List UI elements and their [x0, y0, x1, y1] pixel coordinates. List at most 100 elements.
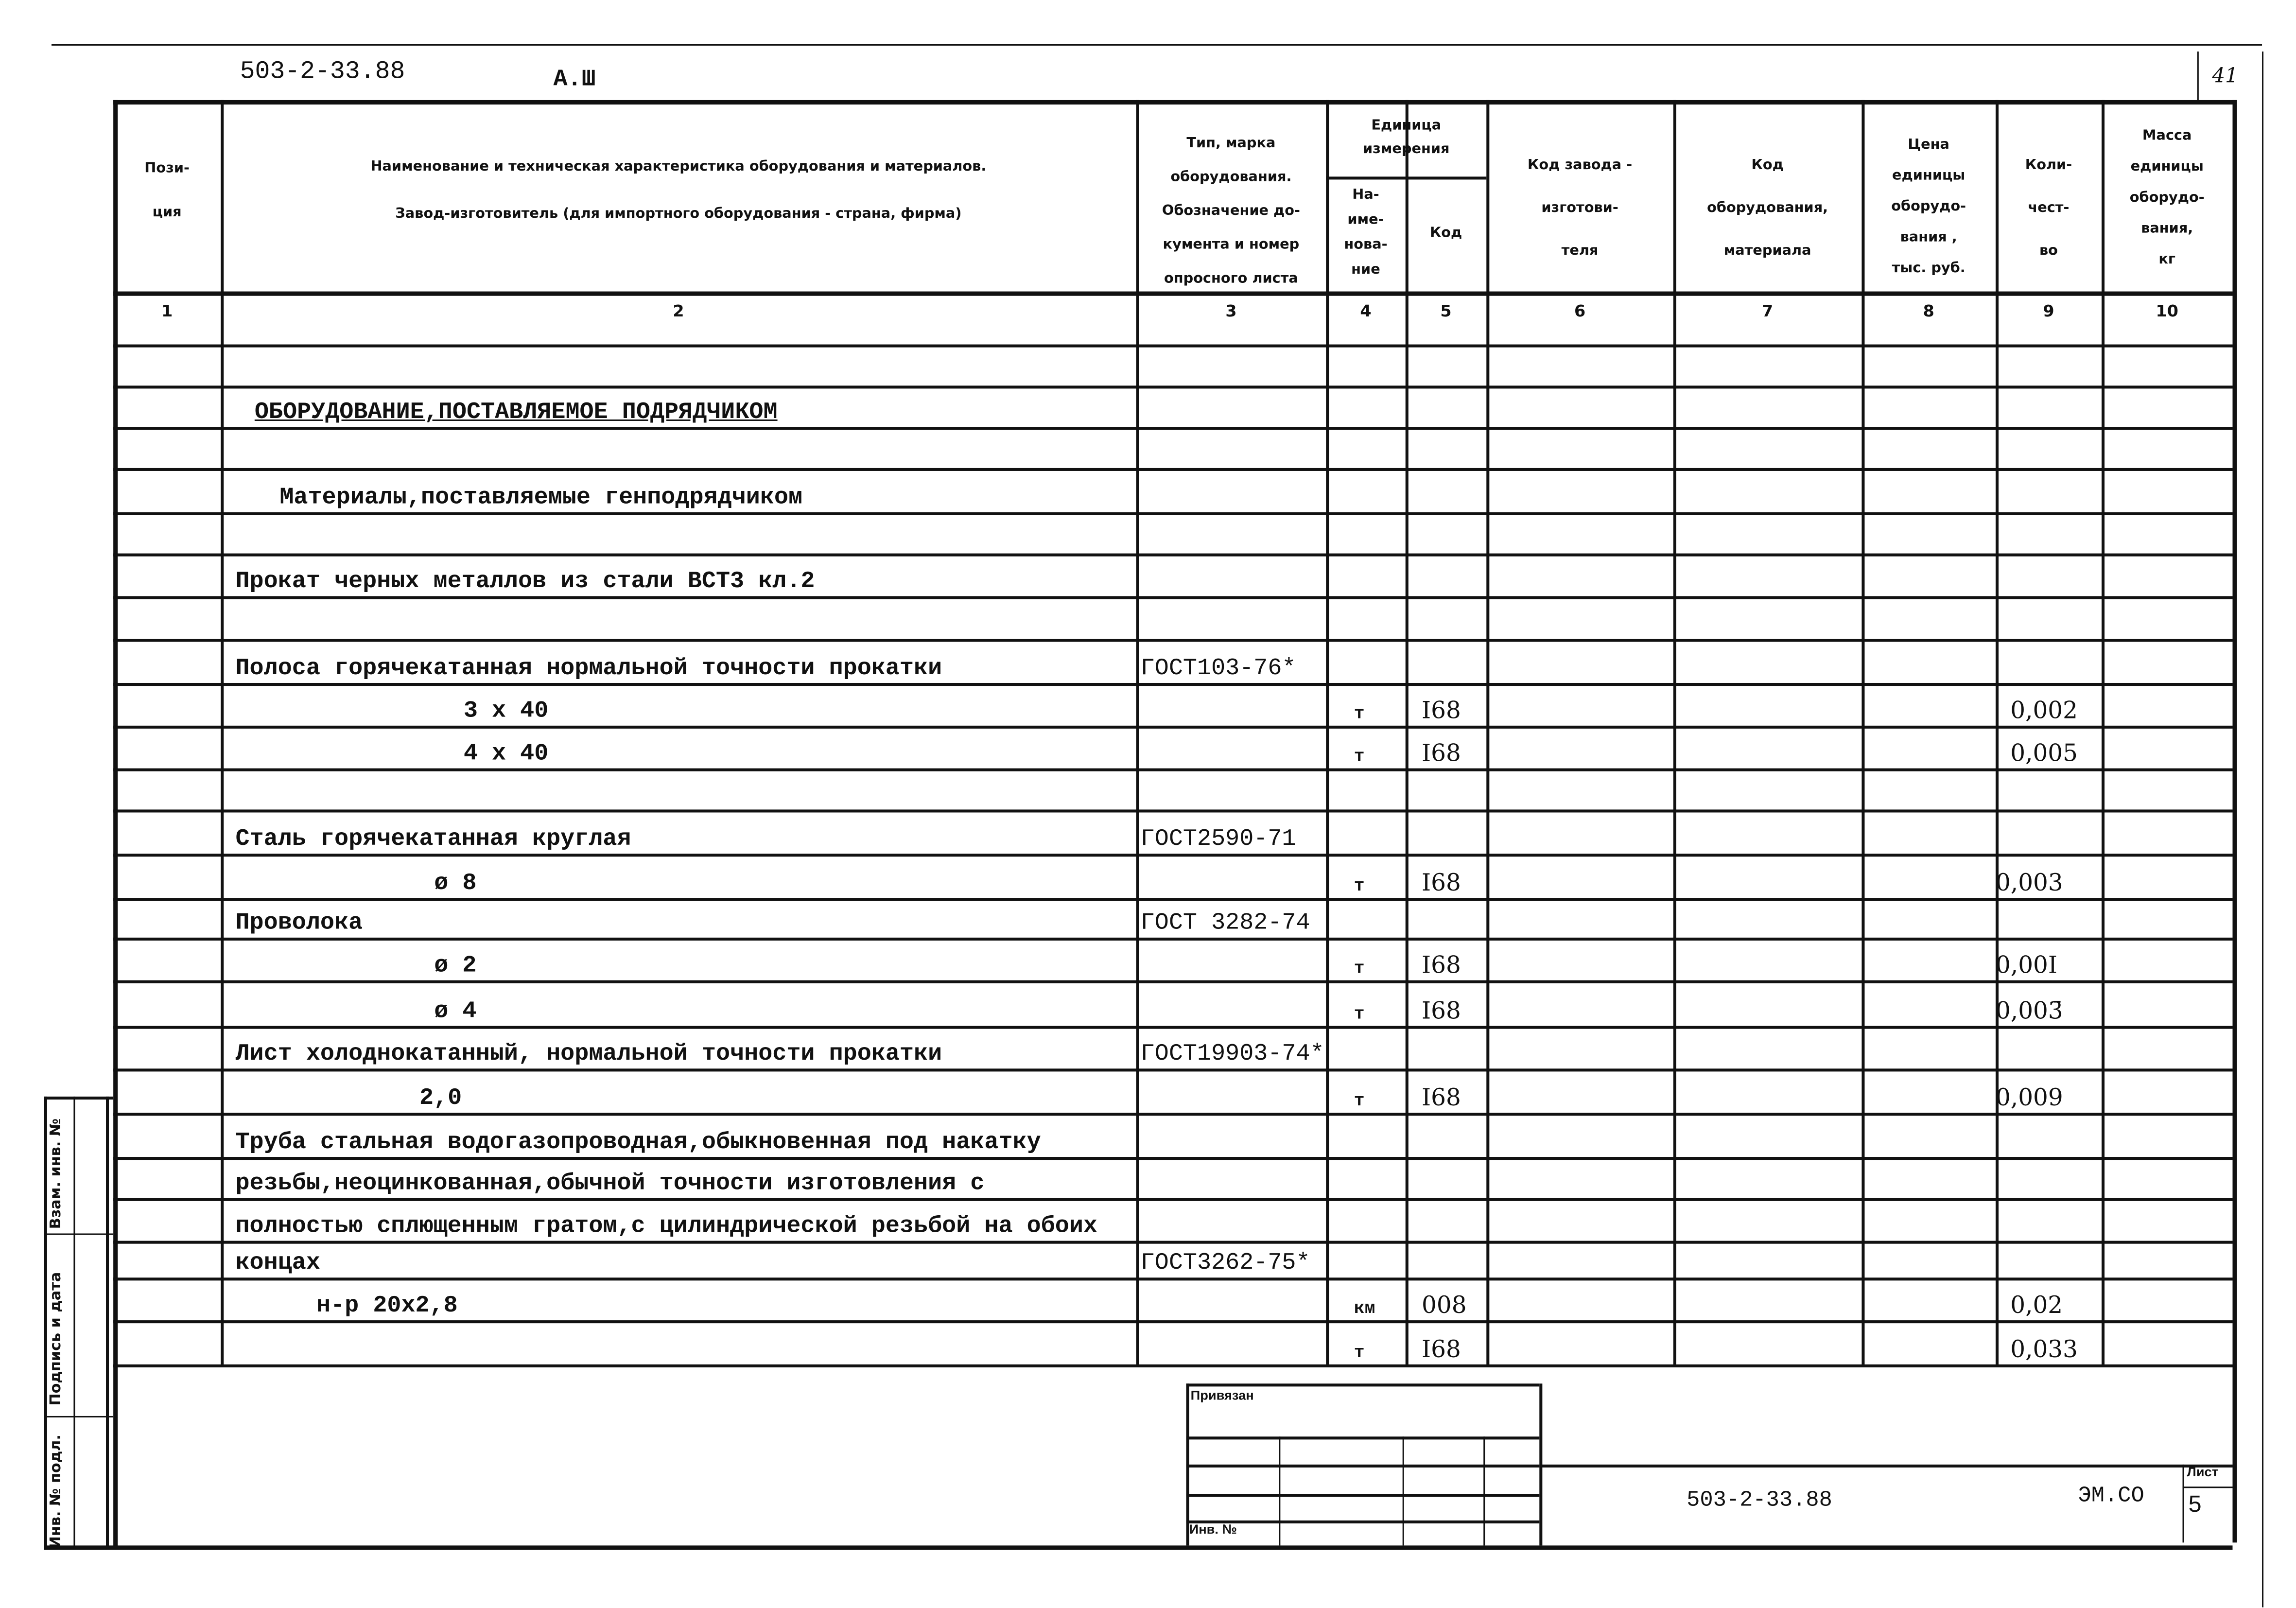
- quantity: 0,003̄: [1995, 996, 2063, 1025]
- header-line: материала: [1723, 243, 1811, 259]
- header-line: во: [2039, 243, 2058, 259]
- header-line: опросного листа: [1164, 271, 1298, 287]
- header-line: ция: [152, 204, 182, 221]
- header-line: Пози-: [144, 160, 190, 177]
- unit-name: т: [1354, 875, 1365, 897]
- unit-code: I68: [1422, 1083, 1461, 1112]
- grid-line: [44, 1096, 114, 1100]
- column-number: 6: [1574, 301, 1586, 321]
- grid-line: [113, 809, 2233, 813]
- table-row: концах ГОСТ3262-75*: [113, 1241, 2232, 1278]
- item-name: ø 2: [434, 952, 477, 979]
- grid-line: [73, 1096, 75, 1550]
- table-row: [113, 596, 2232, 639]
- item-name: Сталь горячекатанная круглая: [235, 825, 631, 853]
- header-line: теля: [1561, 243, 1599, 259]
- header-unit-code: Код: [1406, 218, 1487, 250]
- item-name: 2,0: [419, 1084, 462, 1112]
- column-number: 4: [1360, 301, 1372, 321]
- header-line: Коли-: [2025, 157, 2072, 174]
- grid-line: [1539, 1464, 2233, 1468]
- grid-line: [113, 937, 2233, 941]
- quantity: 0,00I: [1995, 951, 2058, 979]
- table-row: [113, 427, 2232, 468]
- grid-line: [1186, 1494, 1540, 1497]
- unit-code: I68: [1422, 951, 1461, 979]
- item-document: ГОСТ103-76*: [1140, 655, 1296, 682]
- grid-line: [1136, 100, 1139, 1364]
- grid-line: [1486, 100, 1490, 1364]
- header-unit-group: Единица измерения: [1326, 115, 1486, 162]
- grid-line: [1326, 100, 1329, 1364]
- header-unit-name: На-име-нова-ние: [1326, 182, 1406, 282]
- column-number: 10: [2156, 301, 2178, 321]
- sheet-number: 5: [2188, 1492, 2202, 1518]
- header-quantity: Коли-чест-во: [1996, 144, 2102, 272]
- header-line: вания ,: [1900, 229, 1957, 246]
- sheet-label: Лист: [2187, 1464, 2219, 1480]
- unit-code: I68: [1422, 996, 1461, 1025]
- header-line: оборудования,: [1707, 200, 1828, 217]
- item-name: 3 x 40: [463, 698, 549, 724]
- unit-name: км: [1354, 1298, 1375, 1319]
- grid-line: [113, 980, 2233, 983]
- unit-code: I68: [1422, 1335, 1461, 1363]
- header-line: оборудо-: [2129, 190, 2205, 206]
- header-line: изготови-: [1541, 200, 1618, 217]
- item-name: 4 x 40: [463, 740, 549, 767]
- table-row: Полоса горячекатанная нормальной точност…: [113, 639, 2232, 683]
- item-name: Труба стальная водогазопроводная,обыкнов…: [235, 1129, 1041, 1155]
- item-name: полностью сплющенным гратом,с цилиндриче…: [235, 1213, 1097, 1240]
- header-price: Цена единицы оборудо-вания , тыс. руб.: [1861, 129, 1996, 284]
- unit-code: 008: [1422, 1291, 1467, 1319]
- grid-line: [2101, 100, 2105, 1364]
- header-line: Единица: [1371, 118, 1442, 134]
- table-row: [113, 345, 2232, 386]
- stamp-doc-code: 503-2-33.88: [1687, 1488, 1832, 1513]
- table-row: 2,0 т I68 0,009: [113, 1068, 2232, 1113]
- item-name: Лист холоднокатанный, нормальной точност…: [235, 1040, 942, 1067]
- unit-name: т: [1354, 703, 1365, 724]
- grid-line: [1483, 1436, 1485, 1546]
- header-line: нова-: [1344, 237, 1388, 253]
- item-name: Проволока: [235, 909, 363, 936]
- grid-line: [113, 100, 118, 1550]
- table-row: Сталь горячекатанная круглая ГОСТ2590-71: [113, 809, 2232, 854]
- column-number: 1: [161, 301, 173, 321]
- grid-line: [113, 512, 2233, 515]
- unit-name: т: [1354, 1090, 1365, 1112]
- header-line: Код завода -: [1527, 157, 1633, 174]
- header-line: кумента и номер: [1163, 237, 1300, 253]
- header-line: вания,: [2141, 221, 2193, 237]
- column-number: 8: [1923, 301, 1934, 321]
- table-row: Прокат черных металлов из стали ВСТ3 кл.…: [113, 554, 2232, 596]
- header-line: оборудования.: [1170, 169, 1292, 186]
- unit-code: I68: [1422, 696, 1461, 724]
- table-row: Материалы,поставляемые генподрядчиком: [113, 468, 2232, 512]
- quantity: 0,033: [2010, 1335, 2078, 1363]
- grid-line: [2232, 100, 2237, 1543]
- margin-inv-orig: Инв. № подл.: [48, 1434, 65, 1549]
- table-row: н-р 20х2,8 км 008 0,02: [113, 1277, 2232, 1320]
- item-name: н-р 20х2,8: [316, 1292, 458, 1319]
- table-row: Труба стальная водогазопроводная,обыкнов…: [113, 1113, 2232, 1157]
- album-label: А.Ш: [553, 66, 596, 93]
- header-name: Наименование и техническая характеристик…: [221, 144, 1136, 239]
- page-number: 41: [2212, 65, 2239, 88]
- item-name: ø 4: [434, 997, 477, 1025]
- table-row: [113, 512, 2232, 554]
- table-row: Проволока ГОСТ 3282-74: [113, 898, 2232, 938]
- item-name: концах: [235, 1249, 320, 1276]
- header-line: оборудо-: [1891, 198, 1966, 215]
- grid-line: [113, 898, 2233, 901]
- stamp-section: ЭМ.СО: [2078, 1484, 2144, 1509]
- grid-line: [113, 1277, 2233, 1281]
- table-row: ø 8 т I68 0,003: [113, 854, 2232, 898]
- grid-line: [1186, 1383, 1540, 1387]
- grid-line: [113, 1320, 2233, 1324]
- grid-line: [113, 385, 2233, 389]
- quantity: 0,003: [1995, 868, 2063, 897]
- unit-name: т: [1354, 1342, 1365, 1363]
- unit-name: т: [1354, 958, 1365, 979]
- grid-line: [1402, 1436, 1404, 1546]
